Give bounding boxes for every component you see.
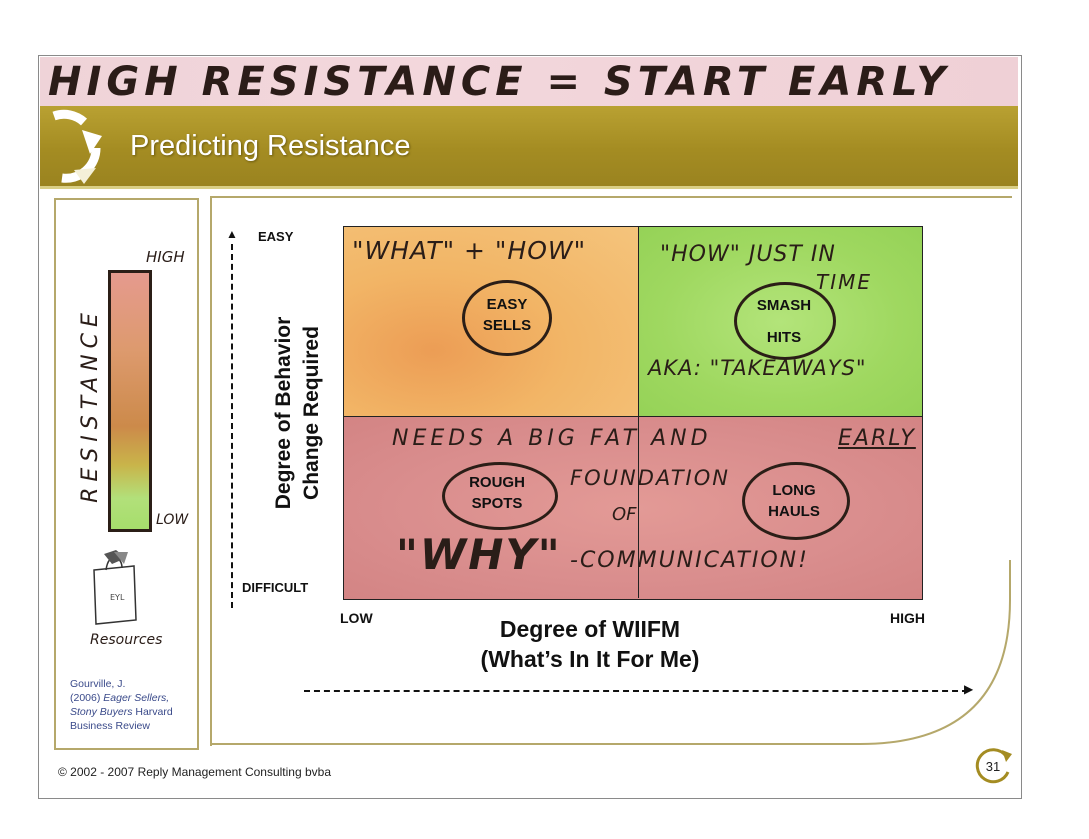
quadrant-divider <box>638 416 639 598</box>
citation-source: Harvard Business Review <box>70 706 173 732</box>
resistance-gradient-bar <box>108 270 152 532</box>
y-axis-title-line1: Degree of Behavior <box>272 316 295 510</box>
page-number-circle-icon <box>975 748 1012 784</box>
ellipse-easy-sells <box>462 280 552 356</box>
citation: Gourville, J. (2006) Eager Sellers, Ston… <box>70 677 175 733</box>
label-easy: EASY <box>486 296 528 313</box>
resistance-label-box: RESISTANCE <box>78 300 104 510</box>
x-axis-title: Degree of WIIFM (What’s In It For Me) <box>440 614 740 674</box>
note-foundation: FOUNDATION <box>570 466 730 490</box>
panel-corner-curve <box>800 560 1011 745</box>
ellipse-smash-hits <box>734 282 836 360</box>
x-axis-title-line1: Degree of WIIFM <box>499 616 681 642</box>
label-long-hauls: LONG HAULS <box>744 480 844 522</box>
label-smash-hits: SMASH HITS <box>738 290 830 354</box>
resistance-vertical-label: RESISTANCE <box>78 307 103 503</box>
note-time: TIME <box>816 270 873 294</box>
slide-title: Predicting Resistance <box>130 130 411 162</box>
note-of: OF <box>612 504 637 525</box>
y-axis-top-label: EASY <box>258 229 294 244</box>
citation-year: (2006) <box>70 692 101 704</box>
note-early: EARLY <box>838 426 916 451</box>
x-axis-dashed-line <box>304 690 968 692</box>
y-axis-title-box: Degree of Behavior Change Required <box>270 272 334 554</box>
copyright-footer: © 2002 - 2007 Reply Management Consultin… <box>58 765 332 779</box>
note-what-how: "WHAT" + "HOW" <box>352 236 587 265</box>
shopping-bag-icon: EYL <box>93 550 137 625</box>
y-axis-bottom-label: DIFFICULT <box>242 580 309 595</box>
note-takeaways: AKA: "TAKEAWAYS" <box>648 356 867 380</box>
label-long: LONG <box>772 482 816 499</box>
label-easy-sells: EASY SELLS <box>462 294 552 336</box>
label-smash: SMASH <box>756 297 812 314</box>
label-hauls: HAULS <box>768 503 820 520</box>
x-axis-right-label: HIGH <box>890 610 925 626</box>
citation-title: Eager Sellers, Stony Buyers <box>70 692 170 718</box>
panel-bottom-border <box>210 743 810 745</box>
x-axis-left-label: LOW <box>340 610 373 626</box>
label-rough-spots: ROUGH SPOTS <box>446 472 548 514</box>
note-how-just-in: "HOW" JUST IN <box>660 242 836 267</box>
title-band <box>40 106 1018 189</box>
resistance-low-label: LOW <box>156 512 189 528</box>
x-axis-arrow-icon: ▶ <box>964 682 974 696</box>
label-rough: ROUGH <box>469 474 525 491</box>
label-sells: SELLS <box>482 317 532 334</box>
resources-label: Resources <box>90 632 163 648</box>
headline-strip <box>40 57 1018 107</box>
x-axis-title-line2: (What’s In It For Me) <box>480 646 700 672</box>
label-hits: HITS <box>766 329 802 346</box>
circular-arrow-icon <box>52 109 102 184</box>
note-needs-big-fat: NEEDS A BIG FAT AND <box>392 426 712 451</box>
page-number: 31 <box>985 759 1001 774</box>
citation-author: Gourville, J. <box>70 678 126 690</box>
note-communication: -COMMUNICATION! <box>570 548 809 573</box>
handwritten-headline: HIGH RESISTANCE = START EARLY <box>48 59 951 105</box>
resistance-high-label: HIGH <box>146 248 185 266</box>
ellipse-rough-spots <box>442 462 558 530</box>
label-spots: SPOTS <box>471 495 523 512</box>
note-why: "WHY" <box>396 530 562 579</box>
y-axis-title-line2: Change Required <box>300 326 323 500</box>
ellipse-long-hauls <box>742 462 850 540</box>
svg-text:EYL: EYL <box>110 593 125 602</box>
y-axis-arrow-icon: ▲ <box>226 227 238 241</box>
y-axis-dashed-line <box>231 244 233 608</box>
